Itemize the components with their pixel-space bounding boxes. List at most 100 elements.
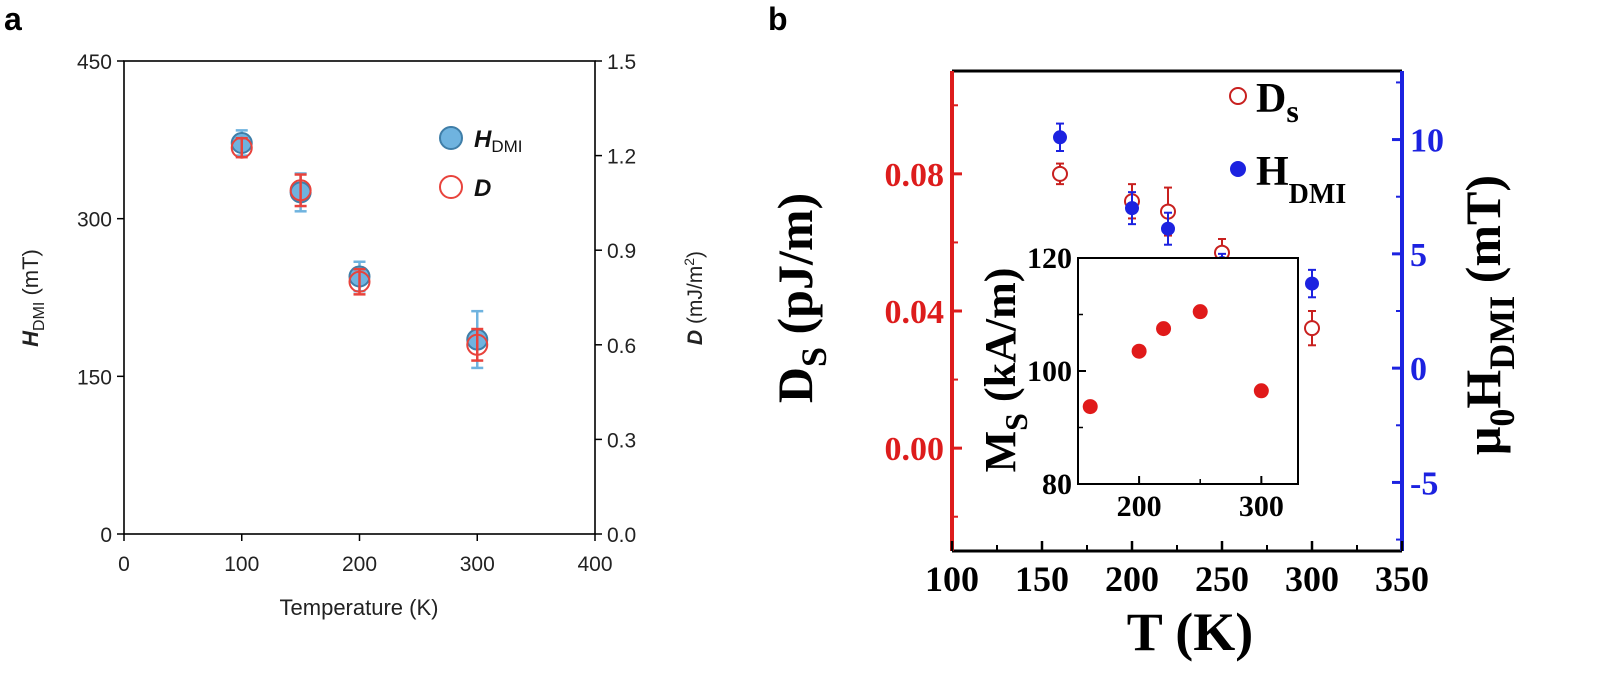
d-point	[289, 179, 312, 202]
right-tick-label: 1.5	[607, 51, 636, 74]
inset-y-axis-label: MS (kA/m)	[976, 268, 1034, 473]
x-tick-label: 150	[1015, 559, 1069, 599]
panel-b-left-axis-symbol: D	[767, 367, 823, 403]
right-tick-label: -5	[1410, 465, 1438, 502]
panel-a-plot-frame	[123, 60, 596, 535]
d-point	[466, 333, 489, 356]
legend-hdmi-b-subscript: DMI	[1289, 179, 1347, 210]
inset-y-axis-subscript: S	[998, 413, 1034, 431]
right-tick-label: 5	[1410, 237, 1427, 274]
right-tick-label: 10	[1410, 123, 1444, 160]
legend-hdmi-b-marker	[1230, 161, 1246, 177]
left-tick-label: 150	[77, 366, 112, 389]
x-tick-label: 0	[118, 553, 130, 576]
legend-hdmi-subscript: DMI	[491, 137, 522, 156]
panel-b-right-axis-unit: (mT)	[1455, 175, 1511, 296]
inset-frame	[1077, 257, 1299, 485]
right-tick-label: 0.0	[607, 524, 636, 547]
right-tick-label: 0	[1410, 351, 1427, 388]
legend-d-marker	[439, 175, 463, 199]
panel-a-left-axis-subscript: DMI	[31, 302, 48, 331]
panel-b-x-axis-label: T (K)	[1127, 602, 1254, 662]
inset-ms-point	[1131, 343, 1147, 359]
hdmi-point	[1053, 130, 1067, 145]
x-tick-label: 200	[1105, 559, 1159, 599]
panel-b-right-axis-label: μ0HDMI (mT)	[1455, 175, 1522, 455]
x-tick-label: 300	[460, 553, 495, 576]
panel-b: b 100 150 200 250 300 350 0.00 0.04 0.08 -5 0 5 10…	[767, 1, 1522, 662]
ds-point	[1304, 320, 1320, 337]
panel-a-left-axis-symbol: H	[18, 330, 43, 347]
panel-a-left-ticks: 0 150 300 450	[77, 51, 124, 547]
panel-b-label: b	[768, 1, 788, 37]
x-tick-label: 250	[1195, 559, 1249, 599]
panel-a-right-axis-close: )	[684, 251, 707, 258]
inset-x-tick-label: 300	[1239, 490, 1284, 523]
legend-ds-subscript: s	[1286, 93, 1298, 129]
legend-ds-label: Ds	[1256, 76, 1299, 129]
inset-y-axis-symbol: M	[976, 431, 1025, 473]
panel-b-legend: Ds HDMI	[1229, 76, 1346, 210]
x-tick-label: 400	[577, 553, 612, 576]
panel-a-left-axis-unit: (mT)	[18, 249, 43, 302]
legend-hdmi-b-symbol: H	[1256, 149, 1289, 195]
left-tick-label: 0	[100, 524, 112, 547]
panel-a-right-ticks: 0.0 0.3 0.6 0.9 1.2 1.5	[595, 51, 636, 547]
right-tick-label: 1.2	[607, 146, 636, 169]
legend-d-label: D	[474, 175, 491, 202]
left-tick-label: 0.04	[885, 294, 945, 331]
panel-b-left-axis-unit: (pJ/m)	[767, 193, 823, 347]
legend-hdmi-symbol: H	[474, 126, 492, 153]
inset-ms-point	[1082, 399, 1098, 415]
panel-a-data-marks	[230, 129, 489, 370]
legend-ds-marker	[1229, 87, 1247, 105]
left-tick-label: 0.08	[885, 157, 945, 194]
hdmi-point	[1161, 221, 1175, 236]
inset-y-axis-unit: (kA/m)	[976, 268, 1025, 413]
legend-hdmi-b-label: HDMI	[1256, 149, 1346, 210]
inset-data-marks	[1082, 304, 1269, 415]
left-tick-label: 0.00	[885, 431, 945, 468]
panel-a-legend: HDMI D	[439, 126, 523, 202]
panel-a: a 0 100 200 300 400 0 150 300 450 0.0 0.3 0.6 0.9 1…	[4, 1, 707, 620]
hdmi-point	[1305, 276, 1319, 291]
ds-point	[1052, 165, 1068, 182]
hdmi-point	[1125, 201, 1139, 216]
left-tick-label: 300	[77, 209, 112, 232]
inset-y-tick-label: 120	[1027, 242, 1072, 275]
x-tick-label: 100	[224, 553, 259, 576]
panel-b-left-axis-subscript: S	[794, 347, 834, 367]
legend-ds-symbol: D	[1256, 76, 1286, 122]
panel-a-right-axis-superscript: 2	[681, 258, 697, 266]
x-tick-label: 300	[1285, 559, 1339, 599]
x-tick-label: 350	[1375, 559, 1429, 599]
inset-y-tick-label: 80	[1042, 468, 1072, 501]
panel-b-right-ticks: -5 0 5 10	[1392, 81, 1444, 541]
inset-y-ticks: 80 100 120	[1027, 242, 1086, 501]
panel-b-left-ticks: 0.00 0.04 0.08	[885, 104, 962, 518]
panel-b-right-axis-mu: μ	[1455, 427, 1511, 455]
panel-a-x-ticks: 0 100 200 300 400	[118, 534, 613, 576]
right-tick-label: 0.6	[607, 335, 636, 358]
panel-a-label: a	[4, 1, 22, 37]
panel-a-x-axis-label: Temperature (K)	[280, 595, 439, 620]
legend-hdmi-label: HDMI	[474, 126, 523, 156]
inset-x-ticks: 200 300	[1077, 476, 1284, 523]
panel-a-right-axis-label: D (mJ/m2)	[681, 251, 707, 345]
inset-ms-point	[1156, 321, 1172, 337]
panel-b-right-axis-subscript: DMI	[1482, 296, 1522, 370]
inset-x-tick-label: 200	[1117, 490, 1162, 523]
panel-b-right-axis-symbol: H	[1455, 370, 1511, 409]
left-tick-label: 450	[77, 51, 112, 74]
panel-a-left-axis-label: HDMI (mT)	[18, 249, 48, 347]
panel-a-right-axis-unit: (mJ/m	[684, 266, 707, 330]
panel-b-x-ticks: 100 150 200 250 300 350	[925, 541, 1429, 599]
panel-b-inset: 200 300 80 100 120 MS (kA/m)	[976, 242, 1299, 523]
d-point	[230, 136, 253, 159]
x-tick-label: 200	[342, 553, 377, 576]
right-tick-label: 0.9	[607, 240, 636, 263]
inset-ms-point	[1192, 304, 1208, 320]
legend-hdmi-marker	[439, 126, 463, 150]
x-tick-label: 100	[925, 559, 979, 599]
